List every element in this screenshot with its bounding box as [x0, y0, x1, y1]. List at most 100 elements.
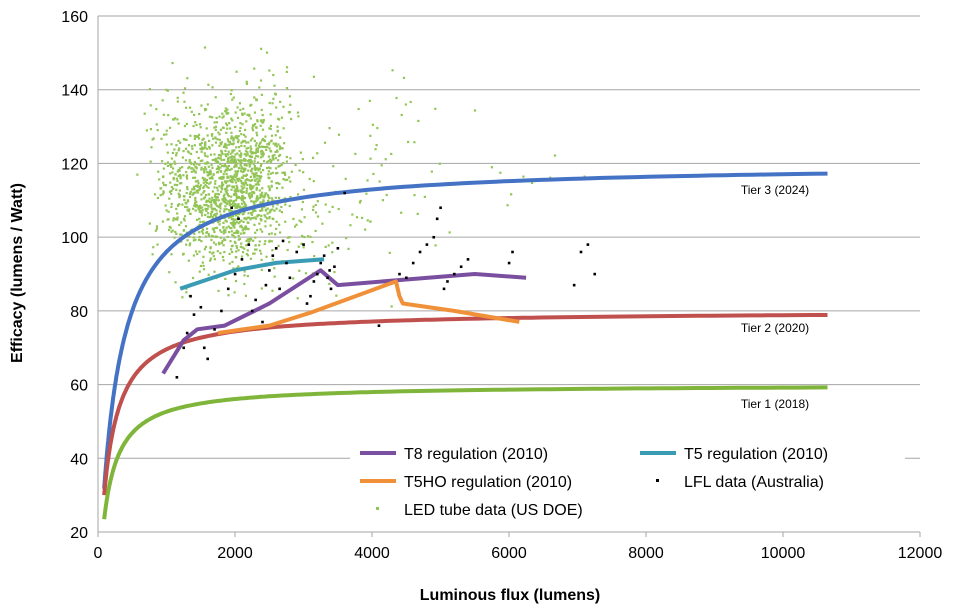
led-point [249, 197, 252, 200]
led-point [268, 141, 271, 144]
led-point [264, 192, 267, 195]
led-point [213, 158, 216, 162]
led-point [207, 139, 211, 142]
led-point [203, 162, 207, 165]
led-point [231, 250, 234, 254]
led-point [178, 194, 182, 197]
led-point [400, 211, 403, 214]
led-point [247, 240, 250, 243]
led-point [242, 181, 245, 184]
led-point [285, 66, 289, 69]
led-point [267, 185, 270, 188]
led-point [161, 99, 164, 102]
led-point [221, 188, 224, 191]
led-point [250, 169, 253, 172]
led-point [522, 175, 525, 178]
led-point [225, 187, 228, 190]
led-point [331, 241, 334, 244]
led-point [212, 241, 216, 244]
led-point [173, 118, 176, 121]
led-point [239, 232, 242, 235]
led-point [188, 106, 192, 109]
led-point [274, 134, 277, 137]
led-point [262, 119, 266, 122]
led-point [285, 70, 288, 73]
led-point [205, 200, 208, 204]
led-point [239, 126, 242, 130]
led-point [196, 252, 199, 256]
led-point [253, 174, 256, 178]
led-point [222, 226, 225, 229]
led-point [205, 147, 208, 150]
led-point [244, 203, 247, 206]
led-point [241, 187, 244, 190]
led-point [205, 199, 208, 202]
led-point [151, 253, 154, 256]
led-point [188, 212, 192, 215]
led-point [201, 209, 204, 212]
led-point [218, 210, 222, 213]
led-point [229, 215, 233, 219]
led-point [273, 267, 276, 270]
led-point [328, 210, 331, 213]
led-point [181, 156, 184, 159]
led-point [259, 195, 263, 198]
led-point [215, 209, 218, 212]
led-point [217, 166, 220, 169]
led-point [312, 180, 315, 183]
led-point [261, 155, 264, 158]
led-point [173, 148, 176, 151]
led-point [232, 138, 235, 141]
led-point [256, 148, 259, 152]
led-point [241, 113, 244, 116]
led-point [275, 220, 278, 223]
led-point [170, 253, 173, 256]
led-point [510, 193, 513, 196]
led-point [187, 200, 190, 203]
legend-swatch-led [376, 507, 379, 510]
lfl-point [226, 287, 230, 291]
led-point [245, 244, 248, 247]
led-point [233, 231, 236, 234]
lfl-point [453, 272, 456, 276]
led-point [281, 186, 284, 189]
led-point [160, 137, 163, 140]
led-point [271, 258, 274, 261]
led-point [223, 145, 226, 149]
led-point [209, 181, 212, 184]
led-point [241, 195, 244, 198]
led-point [200, 214, 204, 217]
led-point [161, 193, 164, 196]
led-point [311, 240, 314, 244]
led-point [331, 251, 334, 254]
led-point [159, 194, 162, 197]
led-point [195, 150, 198, 154]
led-point [227, 294, 230, 297]
led-point [264, 220, 267, 223]
lfl-point [442, 287, 446, 291]
led-point [195, 123, 198, 127]
led-point [282, 178, 285, 181]
led-point [195, 200, 198, 203]
led-point [256, 199, 259, 202]
led-point [187, 209, 190, 213]
led-point [211, 175, 214, 178]
led-point [243, 183, 246, 186]
led-point [224, 205, 227, 208]
led-point [228, 230, 231, 234]
led-point [296, 297, 299, 300]
tier2-label: Tier 2 (2020) [741, 321, 809, 335]
led-point [194, 171, 197, 174]
led-point [203, 146, 206, 149]
led-point [184, 225, 188, 228]
led-point [180, 240, 183, 243]
led-point [258, 240, 261, 243]
led-point [268, 239, 271, 242]
led-point [261, 139, 264, 142]
led-point [157, 170, 160, 173]
led-point [276, 125, 279, 128]
led-point [239, 122, 242, 125]
led-point [247, 216, 251, 219]
led-point [235, 146, 238, 149]
led-point [234, 218, 237, 221]
